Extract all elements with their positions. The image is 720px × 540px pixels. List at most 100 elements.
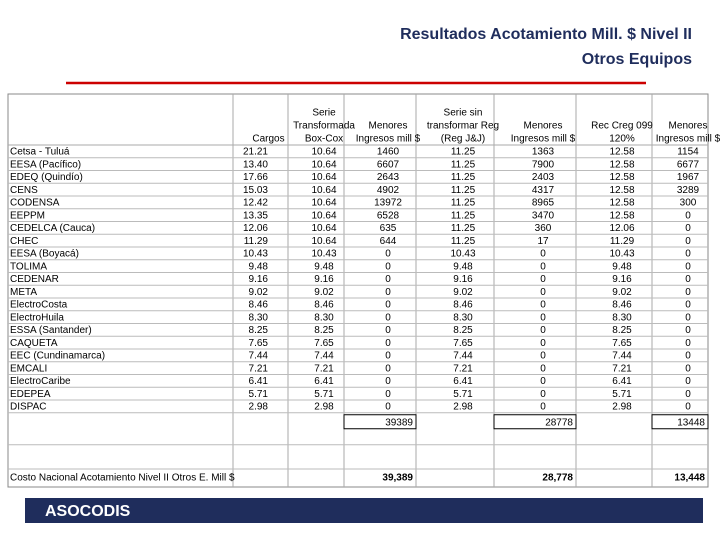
cell: 0 xyxy=(385,287,391,298)
cell: 5.71 xyxy=(453,389,473,400)
cell: 12.58 xyxy=(609,185,634,196)
cell: 0 xyxy=(385,376,391,387)
cell: 9.16 xyxy=(249,274,269,285)
column-header: Rec Creg 099 xyxy=(591,121,653,132)
title-line: Resultados Acotamiento Mill. $ Nivel II xyxy=(400,26,692,43)
cell: 17.66 xyxy=(243,172,268,183)
cell: 7.65 xyxy=(612,338,632,349)
cell: 9.16 xyxy=(453,274,473,285)
cell: 8.30 xyxy=(612,312,632,323)
column-header: Serie sin xyxy=(444,108,483,119)
cell: 4902 xyxy=(377,185,400,196)
cell: 11.25 xyxy=(451,236,476,247)
cell: 0 xyxy=(540,300,546,311)
row-label: ElectroCaribe xyxy=(10,376,71,387)
cell: 1967 xyxy=(677,172,700,183)
row-label: ESSA (Santander) xyxy=(10,325,92,336)
cell: 0 xyxy=(540,287,546,298)
cell: 12.58 xyxy=(609,210,634,221)
cell: 2643 xyxy=(377,172,400,183)
column-header: Transformada xyxy=(293,121,355,132)
cell: 12.58 xyxy=(609,159,634,170)
total-box xyxy=(493,414,577,430)
row-label: EDEPEA xyxy=(10,389,51,400)
cell: 0 xyxy=(685,402,691,413)
cell: 7.65 xyxy=(249,338,269,349)
cell: 0 xyxy=(385,261,391,272)
cell: 1363 xyxy=(532,147,555,158)
cell: 0 xyxy=(685,312,691,323)
cell: 2403 xyxy=(532,172,555,183)
cell: 6607 xyxy=(377,159,400,170)
cell: 10.43 xyxy=(609,249,634,260)
column-header: 120% xyxy=(609,134,635,145)
cell: 10.64 xyxy=(311,147,336,158)
cell: 12.58 xyxy=(609,172,634,183)
cell: 0 xyxy=(685,223,691,234)
row-label: EEPPM xyxy=(10,210,45,221)
cell: 7.21 xyxy=(612,363,632,374)
cell: 635 xyxy=(380,223,397,234)
cell: 8.30 xyxy=(314,312,334,323)
cell: 8.25 xyxy=(612,325,632,336)
row-label: META xyxy=(10,287,37,298)
cell: 7.65 xyxy=(314,338,334,349)
cell: 0 xyxy=(540,351,546,362)
row-label: CENS xyxy=(10,185,38,196)
cell: 360 xyxy=(535,223,552,234)
cell: 10.64 xyxy=(311,172,336,183)
summary-value: 28,778 xyxy=(542,473,573,484)
cell: 11.25 xyxy=(451,223,476,234)
column-header: Menores xyxy=(524,121,563,132)
total-value: 13448 xyxy=(677,417,705,428)
table: Cargos Serie Transformada Box-Cox Menores Ing… xyxy=(8,94,720,487)
cell: 10.64 xyxy=(311,159,336,170)
cell: 0 xyxy=(385,351,391,362)
cell: 2.98 xyxy=(612,402,632,413)
cell: 13.40 xyxy=(243,159,268,170)
column-header: transformar Reg xyxy=(427,121,499,132)
cell: 5.71 xyxy=(314,389,334,400)
cell: 7.44 xyxy=(612,351,632,362)
cell: 0 xyxy=(385,325,391,336)
cell: 9.48 xyxy=(249,261,269,272)
cell: 644 xyxy=(380,236,397,247)
row-label: CEDELCA (Cauca) xyxy=(10,223,95,234)
cell: 11.25 xyxy=(451,198,476,209)
cell: 0 xyxy=(685,210,691,221)
cell: 3470 xyxy=(532,210,555,221)
cell: 1460 xyxy=(377,147,400,158)
cell: 10.64 xyxy=(311,198,336,209)
cell: 0 xyxy=(540,402,546,413)
column-header: Ingresos mill $ xyxy=(511,134,576,145)
cell: 9.02 xyxy=(612,287,632,298)
cell: 2.98 xyxy=(314,402,334,413)
total-value: 28778 xyxy=(545,417,573,428)
cell: 7900 xyxy=(532,159,555,170)
cell: 11.25 xyxy=(451,159,476,170)
cell: 0 xyxy=(685,351,691,362)
cell: 11.25 xyxy=(451,172,476,183)
row-label: ElectroCosta xyxy=(10,300,68,311)
row-label: CHEC xyxy=(10,236,38,247)
cell: 0 xyxy=(385,338,391,349)
cell: 0 xyxy=(685,287,691,298)
total-box xyxy=(651,414,709,430)
cell: 0 xyxy=(385,249,391,260)
cell: 11.25 xyxy=(451,147,476,158)
column-header: Ingresos mill $ xyxy=(356,134,421,145)
cell: 11.29 xyxy=(610,236,635,247)
cell: 0 xyxy=(385,363,391,374)
cell: 12.58 xyxy=(609,198,634,209)
cell: 21.21 xyxy=(243,147,268,158)
column-header: (Reg J&J) xyxy=(441,134,485,145)
cell: 1154 xyxy=(677,147,699,158)
cell: 0 xyxy=(685,274,691,285)
cell: 5.71 xyxy=(612,389,632,400)
title-line: Otros Equipos xyxy=(582,51,692,68)
cell: 9.16 xyxy=(314,274,334,285)
cell: 12.42 xyxy=(243,198,268,209)
column-header: Cargos xyxy=(252,134,284,145)
cell: 0 xyxy=(540,274,546,285)
